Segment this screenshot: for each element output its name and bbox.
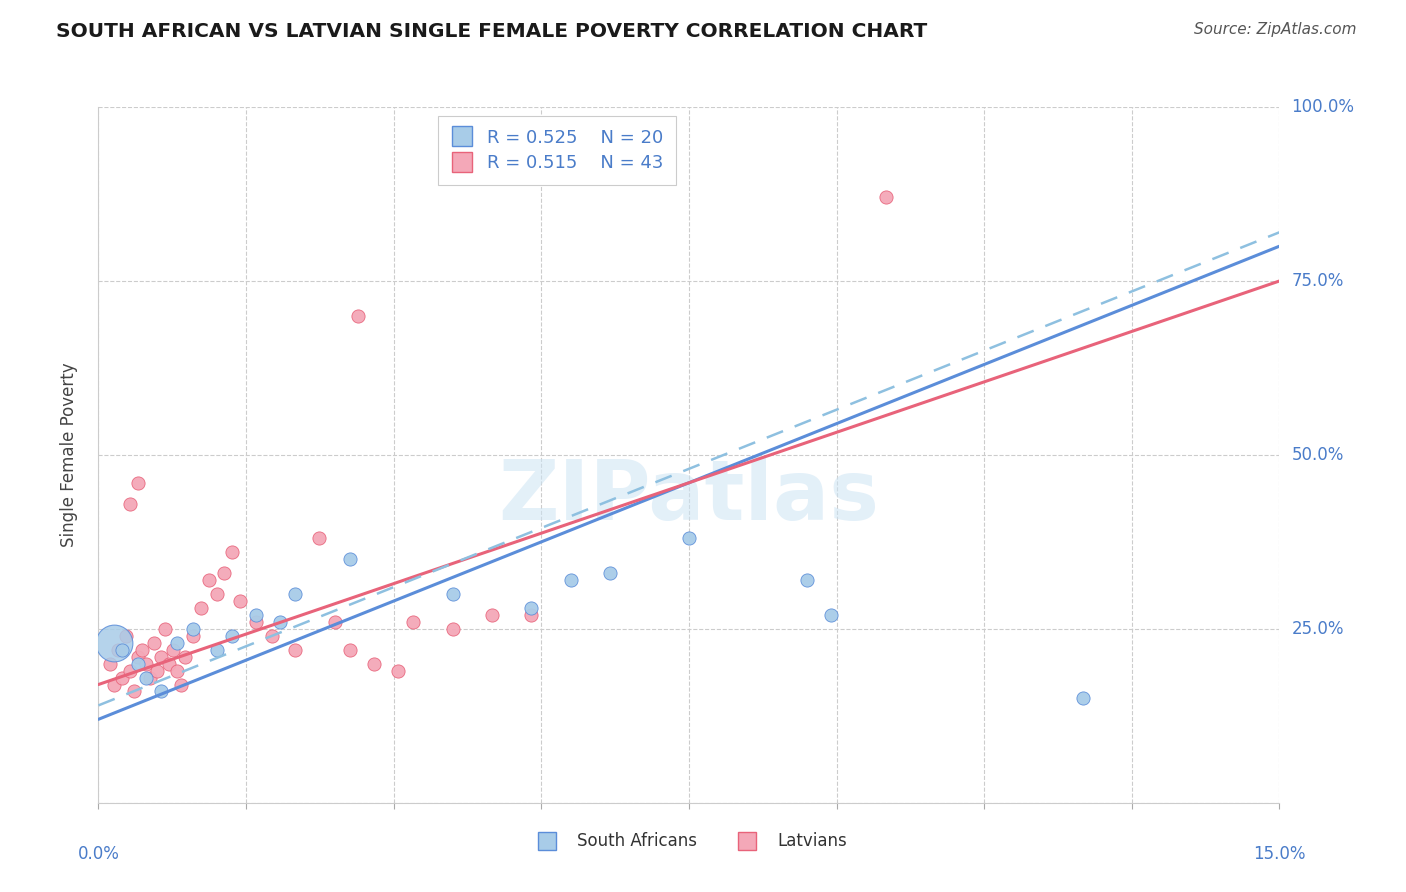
Point [157,657,180,671]
Point [107,642,129,657]
Point [181,629,204,643]
Point [599,566,621,581]
Point [796,573,818,587]
Point [402,615,425,629]
Point [339,552,361,566]
Point [170,677,193,691]
Point [308,532,330,546]
Point [875,190,897,204]
Text: 50.0%: 50.0% [1291,446,1344,464]
Point [118,664,141,678]
Point [118,497,141,511]
Point [245,615,267,629]
Point [138,671,160,685]
Point [339,642,361,657]
Point [103,636,125,650]
Point [260,629,283,643]
Text: 75.0%: 75.0% [1291,272,1344,290]
Text: 15.0%: 15.0% [1253,845,1306,863]
Point [166,636,188,650]
Point [245,607,267,622]
Point [363,657,385,671]
Point [115,629,138,643]
Legend: South Africans, Latvians: South Africans, Latvians [524,826,853,857]
Point [820,607,842,622]
Point [166,664,188,678]
Point [127,657,149,671]
Text: 25.0%: 25.0% [1291,620,1344,638]
Point [197,573,219,587]
Point [127,475,149,490]
Point [155,622,177,636]
Point [181,622,204,636]
Point [135,671,157,685]
Point [214,566,236,581]
Point [111,671,134,685]
Point [146,664,169,678]
Text: 100.0%: 100.0% [1291,98,1354,116]
Point [441,587,464,601]
Point [387,664,409,678]
Point [323,615,346,629]
Point [441,622,464,636]
Point [205,642,228,657]
Text: ZIPatlas: ZIPatlas [499,456,879,537]
Text: 0.0%: 0.0% [77,845,120,863]
Point [150,649,173,664]
Point [205,587,228,601]
Point [127,649,149,664]
Point [162,642,184,657]
Point [284,587,307,601]
Point [174,649,197,664]
Point [98,657,121,671]
Point [190,601,212,615]
Point [122,684,145,698]
Point [135,657,157,671]
Text: SOUTH AFRICAN VS LATVIAN SINGLE FEMALE POVERTY CORRELATION CHART: SOUTH AFRICAN VS LATVIAN SINGLE FEMALE P… [56,22,928,41]
Point [520,607,543,622]
Point [103,677,125,691]
Point [520,601,543,615]
Point [560,573,582,587]
Point [269,615,291,629]
Text: Source: ZipAtlas.com: Source: ZipAtlas.com [1194,22,1357,37]
Point [1071,691,1094,706]
Y-axis label: Single Female Poverty: Single Female Poverty [59,363,77,547]
Point [142,636,165,650]
Point [284,642,307,657]
Point [481,607,503,622]
Point [221,629,243,643]
Point [111,642,134,657]
Point [347,309,370,323]
Point [150,684,173,698]
Point [229,594,252,608]
Point [221,545,243,559]
Point [131,642,153,657]
Point [678,532,700,546]
